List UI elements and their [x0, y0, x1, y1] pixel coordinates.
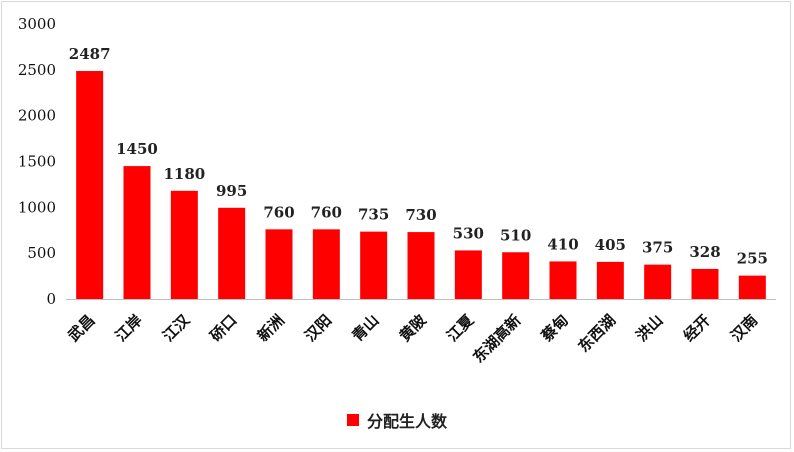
data-label: 1450 — [116, 140, 158, 158]
data-label: 735 — [358, 206, 389, 224]
x-tick-label: 蔡甸 — [537, 311, 572, 346]
x-tick-label: 江夏 — [443, 310, 478, 345]
data-label: 760 — [263, 203, 294, 221]
legend: 分配生人数 — [0, 408, 794, 432]
y-tick-label: 1000 — [18, 198, 56, 216]
y-tick-label: 0 — [46, 290, 56, 308]
y-tick-label: 2500 — [18, 61, 56, 79]
data-label: 530 — [453, 224, 484, 242]
x-tick-label: 东西湖 — [575, 311, 620, 356]
bar — [644, 264, 672, 299]
y-tick-label: 500 — [27, 244, 56, 262]
x-tick-label: 经开 — [680, 311, 714, 345]
x-tick-label: 武昌 — [65, 311, 99, 345]
y-tick-label: 1500 — [18, 153, 56, 171]
data-label: 995 — [216, 182, 247, 200]
x-tick-label: 江岸 — [112, 311, 146, 345]
bar — [454, 250, 482, 299]
legend-label: 分配生人数 — [366, 412, 447, 431]
data-label: 730 — [405, 206, 436, 224]
bar — [76, 71, 104, 300]
bar — [265, 229, 293, 299]
data-label: 760 — [311, 203, 342, 221]
data-label: 255 — [737, 250, 768, 268]
y-tick-label: 2000 — [18, 107, 56, 125]
bar — [170, 190, 198, 299]
bar — [312, 229, 340, 299]
bar — [218, 207, 246, 299]
data-label: 405 — [595, 236, 626, 254]
bar — [691, 268, 719, 299]
bar — [502, 252, 530, 299]
bar — [596, 261, 624, 299]
y-tick-label: 3000 — [18, 15, 56, 33]
data-label: 328 — [689, 243, 720, 261]
data-labels-group: 2487 1450 1180 995 760 760 735 730 530 510 410 405 3… — [69, 45, 768, 268]
x-tick-label: 汉阳 — [301, 311, 335, 345]
bar — [738, 275, 766, 299]
y-axis: 0 500 1000 1500 2000 2500 3000 — [18, 15, 56, 308]
bars-group — [76, 71, 766, 300]
bar — [360, 231, 388, 299]
data-label: 510 — [500, 226, 531, 244]
legend-swatch — [346, 414, 359, 426]
x-tick-label: 东湖高新 — [469, 311, 524, 366]
x-tick-label: 汉南 — [727, 311, 761, 345]
data-label: 1180 — [163, 165, 205, 183]
bar — [407, 232, 435, 299]
bar — [123, 166, 151, 299]
x-tick-label: 江汉 — [159, 310, 194, 345]
data-label: 375 — [642, 239, 673, 257]
x-tick-label: 硚口 — [207, 311, 241, 345]
data-label: 2487 — [69, 45, 111, 63]
x-tick-label: 洪山 — [633, 311, 667, 345]
x-tick-label: 新洲 — [254, 311, 288, 345]
x-tick-label: 黄陂 — [396, 310, 431, 345]
data-label: 410 — [547, 235, 578, 253]
bar — [549, 261, 577, 299]
x-tick-label: 青山 — [349, 311, 383, 345]
